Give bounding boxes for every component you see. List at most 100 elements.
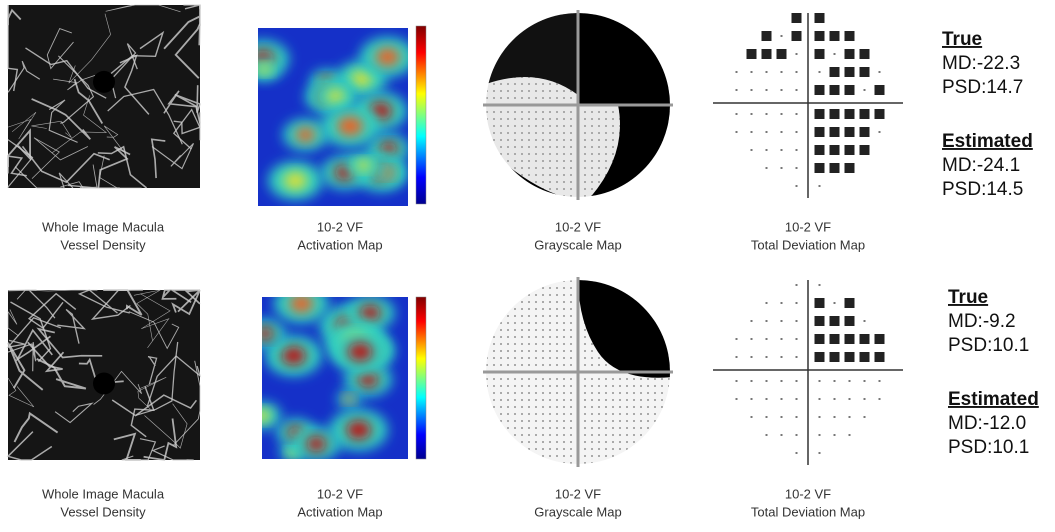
panel-caption: 10-2 VF — [317, 219, 363, 234]
gray-dot — [584, 434, 586, 436]
gray-dot — [584, 462, 586, 464]
gray-dot — [647, 294, 649, 296]
td-symbol — [860, 334, 870, 344]
gray-dot — [500, 195, 502, 197]
td-symbol — [796, 89, 798, 91]
gray-dot — [542, 132, 544, 134]
gray-dot — [535, 280, 537, 282]
td-symbol — [766, 380, 768, 382]
gray-dot — [584, 455, 586, 457]
gray-dot — [598, 406, 600, 408]
gray-dot — [584, 181, 586, 183]
gray-dot — [563, 90, 565, 92]
gray-dot — [556, 364, 558, 366]
gray-dot — [521, 280, 523, 282]
gray-dot — [535, 420, 537, 422]
gray-dot — [654, 441, 656, 443]
gray-dot — [549, 294, 551, 296]
gray-dot — [514, 146, 516, 148]
gray-dot — [668, 392, 670, 394]
gray-dot — [563, 420, 565, 422]
gray-dot — [493, 406, 495, 408]
gray-dot — [654, 315, 656, 317]
td-symbol — [781, 338, 783, 340]
gray-dot — [542, 357, 544, 359]
gray-dot — [668, 20, 670, 22]
gray-dot — [584, 385, 586, 387]
gray-dot — [521, 90, 523, 92]
gray-dot — [570, 111, 572, 113]
gray-dot — [668, 322, 670, 324]
gray-dot — [570, 181, 572, 183]
gray-dot — [507, 441, 509, 443]
gray-dot — [528, 153, 530, 155]
gray-dot — [563, 146, 565, 148]
gray-dot — [514, 83, 516, 85]
td-symbol — [747, 49, 757, 59]
gray-dot — [542, 413, 544, 415]
gray-dot — [521, 336, 523, 338]
gray-dot — [563, 455, 565, 457]
gray-dot — [500, 434, 502, 436]
gray-dot — [633, 434, 635, 436]
gray-dot — [591, 434, 593, 436]
gray-dot — [493, 336, 495, 338]
td-symbol — [864, 380, 866, 382]
gray-dot — [521, 434, 523, 436]
gray-dot — [549, 181, 551, 183]
gray-dot — [549, 132, 551, 134]
gray-dot — [598, 195, 600, 197]
gray-dot — [626, 427, 628, 429]
gray-dot — [493, 188, 495, 190]
td-symbol — [819, 71, 821, 73]
gray-dot — [500, 146, 502, 148]
td-symbol — [819, 185, 821, 187]
gray-dot — [486, 420, 488, 422]
td-symbol — [751, 356, 753, 358]
gray-dot — [556, 336, 558, 338]
gray-dot — [598, 392, 600, 394]
gray-dot — [514, 132, 516, 134]
gray-dot — [500, 188, 502, 190]
gray-dot — [514, 385, 516, 387]
gray-dot — [500, 97, 502, 99]
gray-dot — [584, 139, 586, 141]
gray-dot — [584, 399, 586, 401]
gray-dot — [535, 427, 537, 429]
gray-dot — [619, 441, 621, 443]
gray-dot — [500, 413, 502, 415]
gray-dot — [486, 139, 488, 141]
td-symbol — [781, 320, 783, 322]
gray-dot — [542, 441, 544, 443]
gray-dot — [598, 125, 600, 127]
gray-dot — [640, 287, 642, 289]
gray-dot — [493, 167, 495, 169]
gray-dot — [661, 55, 663, 57]
gray-dot — [535, 125, 537, 127]
gray-dot — [493, 385, 495, 387]
gray-dot — [500, 118, 502, 120]
td-symbol — [751, 416, 753, 418]
gray-dot — [591, 392, 593, 394]
gray-dot — [605, 13, 607, 15]
figure-row: Whole Image MaculaVessel Density10-2 VFA… — [8, 277, 1039, 519]
td-symbol — [781, 380, 783, 382]
gray-dot — [535, 132, 537, 134]
td-symbol — [819, 416, 821, 418]
gray-dot — [542, 13, 544, 15]
gray-dot — [549, 427, 551, 429]
gray-dot — [486, 385, 488, 387]
gray-dot — [521, 132, 523, 134]
gray-dot — [549, 357, 551, 359]
gray-dot — [661, 406, 663, 408]
gray-dot — [661, 399, 663, 401]
gray-dot — [521, 385, 523, 387]
gray-dot — [521, 153, 523, 155]
td-symbol — [860, 145, 870, 155]
gray-dot — [563, 125, 565, 127]
gray-dot — [668, 181, 670, 183]
gray-dot — [584, 167, 586, 169]
heat-core — [356, 160, 371, 171]
gray-dot — [507, 174, 509, 176]
gray-dot — [640, 294, 642, 296]
